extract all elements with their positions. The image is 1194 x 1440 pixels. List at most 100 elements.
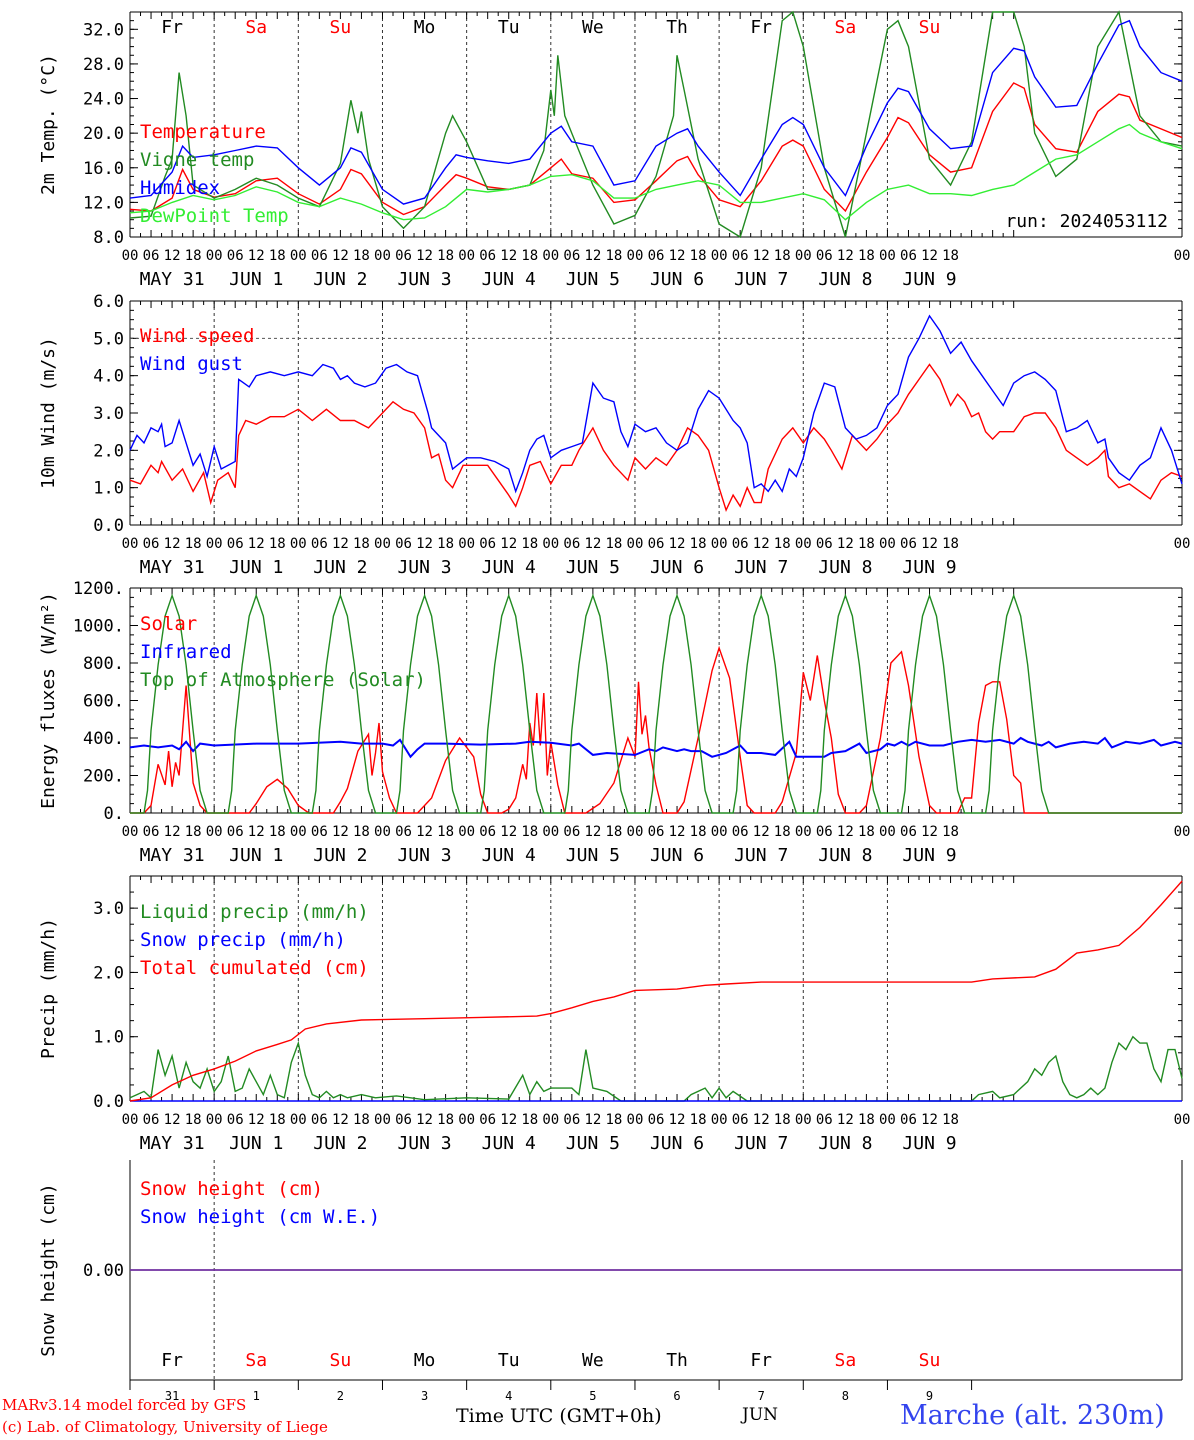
legend-entry: Humidex bbox=[140, 177, 220, 199]
x-hour-label: 18 bbox=[269, 824, 286, 840]
day-number-label: 9 bbox=[926, 1389, 933, 1403]
weekday-label: Mo bbox=[414, 17, 436, 38]
x-date-label: JUN 1 bbox=[229, 269, 283, 290]
legend-entry: DewPoint Temp bbox=[140, 205, 289, 227]
legend-entry: Snow precip (mm/h) bbox=[140, 929, 346, 951]
x-hour-label: 06 bbox=[227, 536, 244, 552]
x-hour-label: 12 bbox=[921, 1112, 938, 1128]
x-hour-label: 12 bbox=[332, 536, 349, 552]
x-hour-label: 00 bbox=[458, 248, 475, 264]
x-hour-label: 00 bbox=[711, 1112, 728, 1128]
weekday-label: We bbox=[582, 1350, 604, 1371]
weekday-label: Sa bbox=[245, 1350, 267, 1371]
y-tick-label: 2.0 bbox=[93, 441, 124, 461]
x-hour-label: 06 bbox=[900, 1112, 917, 1128]
x-date-label: JUN 4 bbox=[482, 557, 536, 578]
x-hour-label: 18 bbox=[437, 248, 454, 264]
x-hour-label: 00 bbox=[542, 536, 559, 552]
x-hour-label: 12 bbox=[921, 824, 938, 840]
weekday-label: Su bbox=[330, 17, 352, 38]
x-hour-label: 06 bbox=[227, 248, 244, 264]
x-hour-label: 00 bbox=[122, 536, 139, 552]
weekday-label: Fr bbox=[161, 1350, 183, 1371]
x-date-label: JUN 1 bbox=[229, 845, 283, 866]
x-date-label: MAY 31 bbox=[140, 845, 205, 866]
x-hour-label: 00 bbox=[795, 536, 812, 552]
weekday-label: Sa bbox=[835, 17, 857, 38]
weekday-label: We bbox=[582, 17, 604, 38]
x-hour-label: 00 bbox=[374, 1112, 391, 1128]
x-hour-label: 00 bbox=[374, 248, 391, 264]
x-hour-label: 18 bbox=[942, 248, 959, 264]
x-hour-label: 06 bbox=[563, 536, 580, 552]
x-date-label: JUN 5 bbox=[566, 557, 620, 578]
x-hour-label: 18 bbox=[269, 536, 286, 552]
day-number-label: 1 bbox=[253, 1389, 260, 1403]
x-hour-label: 06 bbox=[143, 1112, 160, 1128]
x-hour-label: 12 bbox=[837, 248, 854, 264]
x-hour-label: 12 bbox=[921, 248, 938, 264]
x-date-label: JUN 7 bbox=[734, 845, 788, 866]
x-hour-label: 00 bbox=[627, 824, 644, 840]
x-hour-label: 18 bbox=[185, 1112, 202, 1128]
x-date-label: JUN 6 bbox=[650, 1133, 704, 1154]
x-hour-label: 00 bbox=[458, 1112, 475, 1128]
time-axis-month: JUN bbox=[742, 1405, 779, 1425]
x-hour-label: 18 bbox=[942, 824, 959, 840]
series-line-blue bbox=[129, 736, 1183, 759]
day-number-label: 6 bbox=[673, 1389, 680, 1403]
y-tick-label: 12.0 bbox=[83, 193, 124, 213]
x-hour-label: 18 bbox=[858, 1112, 875, 1128]
x-date-label: JUN 6 bbox=[650, 845, 704, 866]
x-hour-label: 00 bbox=[290, 248, 307, 264]
weekday-label: Su bbox=[919, 17, 941, 38]
series-line-lightgreen bbox=[129, 123, 1183, 221]
y-tick-label: 1200. bbox=[73, 579, 124, 599]
x-hour-label: 12 bbox=[500, 248, 517, 264]
x-hour-label: 12 bbox=[500, 536, 517, 552]
time-axis-title: Time UTC (GMT+0h) bbox=[456, 1405, 662, 1427]
series-line-darkgreen bbox=[129, 10, 1183, 239]
x-date-label: JUN 2 bbox=[313, 1133, 367, 1154]
legend-entry: Snow height (cm W.E.) bbox=[140, 1206, 380, 1228]
x-hour-label: 00 bbox=[122, 824, 139, 840]
x-hour-label: 00 bbox=[542, 248, 559, 264]
x-hour-label: 06 bbox=[732, 536, 749, 552]
x-hour-label: 12 bbox=[669, 248, 686, 264]
legend-entry: Solar bbox=[140, 613, 197, 635]
legend-entry: Vigne temp bbox=[140, 149, 254, 171]
x-hour-label: 18 bbox=[690, 824, 707, 840]
x-hour-label: 12 bbox=[248, 536, 265, 552]
x-date-label: JUN 4 bbox=[482, 845, 536, 866]
x-hour-label: 18 bbox=[185, 536, 202, 552]
y-axis-label: Snow height (cm) bbox=[38, 1183, 59, 1356]
day-number-label: 8 bbox=[842, 1389, 849, 1403]
x-date-label: JUN 2 bbox=[313, 269, 367, 290]
x-hour-label: 18 bbox=[521, 824, 538, 840]
x-hour-label: 06 bbox=[479, 248, 496, 264]
x-hour-label: 12 bbox=[753, 824, 770, 840]
x-date-label: JUN 3 bbox=[397, 1133, 451, 1154]
y-axis-label: Energy fluxes (W/m²) bbox=[38, 592, 59, 809]
day-number-label: 2 bbox=[337, 1389, 344, 1403]
x-hour-label: 18 bbox=[605, 1112, 622, 1128]
y-axis-label: 10m Wind (m/s) bbox=[38, 337, 59, 489]
x-hour-label: 06 bbox=[227, 1112, 244, 1128]
y-tick-label: 4.0 bbox=[93, 367, 124, 387]
x-date-label: JUN 9 bbox=[902, 557, 956, 578]
x-date-label: JUN 4 bbox=[482, 269, 536, 290]
x-date-label: JUN 2 bbox=[313, 845, 367, 866]
x-hour-label: 06 bbox=[395, 536, 412, 552]
y-tick-label: 0.0 bbox=[93, 516, 124, 536]
x-hour-label: 06 bbox=[816, 1112, 833, 1128]
x-hour-label: 06 bbox=[479, 824, 496, 840]
x-hour-label: 12 bbox=[837, 824, 854, 840]
run-annotation: run: 2024053112 bbox=[1005, 211, 1168, 232]
x-hour-label: 18 bbox=[690, 1112, 707, 1128]
y-tick-label: 1.0 bbox=[93, 1028, 124, 1048]
x-hour-label: 06 bbox=[479, 1112, 496, 1128]
x-hour-label: 06 bbox=[563, 1112, 580, 1128]
x-hour-label: 12 bbox=[669, 536, 686, 552]
x-hour-label: 06 bbox=[227, 824, 244, 840]
x-hour-label: 00 bbox=[1174, 1112, 1191, 1128]
